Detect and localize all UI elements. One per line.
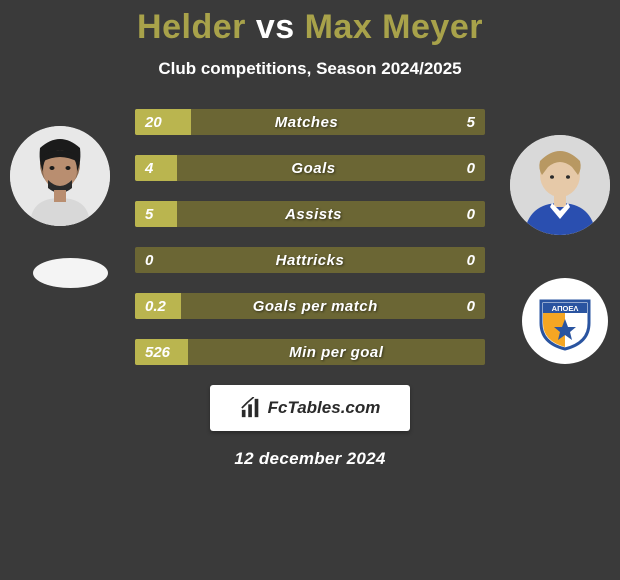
player1-club-logo bbox=[33, 258, 108, 288]
stat-left-value: 4 bbox=[135, 155, 177, 181]
stat-left-value: 20 bbox=[135, 109, 191, 135]
player2-name: Max Meyer bbox=[305, 8, 483, 46]
stat-label: Matches bbox=[191, 109, 422, 135]
fctables-logo: FcTables.com bbox=[210, 385, 410, 431]
vs-text: vs bbox=[256, 8, 295, 46]
stat-label: Goals bbox=[177, 155, 450, 181]
stat-row: 5Assists0 bbox=[135, 201, 485, 227]
stat-right-value: 5 bbox=[422, 109, 485, 135]
player2-avatar bbox=[510, 135, 610, 235]
stat-label: Assists bbox=[177, 201, 450, 227]
brand-text: FcTables.com bbox=[268, 398, 381, 418]
stat-label: Goals per match bbox=[181, 293, 451, 319]
subtitle: Club competitions, Season 2024/2025 bbox=[0, 59, 620, 79]
stat-rows-container: 20Matches54Goals05Assists00Hattricks00.2… bbox=[135, 109, 485, 365]
stat-right-value: 0 bbox=[450, 247, 485, 273]
stat-row: 526Min per goal bbox=[135, 339, 485, 365]
stat-row: 20Matches5 bbox=[135, 109, 485, 135]
stat-right-value: 0 bbox=[450, 155, 485, 181]
svg-text:ΑΠΟΕΛ: ΑΠΟΕΛ bbox=[552, 304, 579, 313]
chart-bars-icon bbox=[240, 397, 262, 419]
stat-row: 0Hattricks0 bbox=[135, 247, 485, 273]
stat-left-value: 5 bbox=[135, 201, 177, 227]
stat-left-value: 0.2 bbox=[135, 293, 181, 319]
stat-right-value: 0 bbox=[450, 201, 485, 227]
stat-left-value: 526 bbox=[135, 339, 188, 365]
stat-row: 4Goals0 bbox=[135, 155, 485, 181]
player1-name: Helder bbox=[137, 8, 246, 46]
player1-avatar bbox=[10, 126, 110, 226]
comparison-title: Helder vs Max Meyer bbox=[0, 8, 620, 47]
stat-label: Hattricks bbox=[170, 247, 450, 273]
stat-left-value: 0 bbox=[135, 247, 170, 273]
player2-club-logo: ΑΠΟΕΛ bbox=[522, 278, 608, 364]
stat-row: 0.2Goals per match0 bbox=[135, 293, 485, 319]
date-text: 12 december 2024 bbox=[0, 449, 620, 469]
stat-label: Min per goal bbox=[188, 339, 486, 365]
stat-right-value: 0 bbox=[450, 293, 485, 319]
